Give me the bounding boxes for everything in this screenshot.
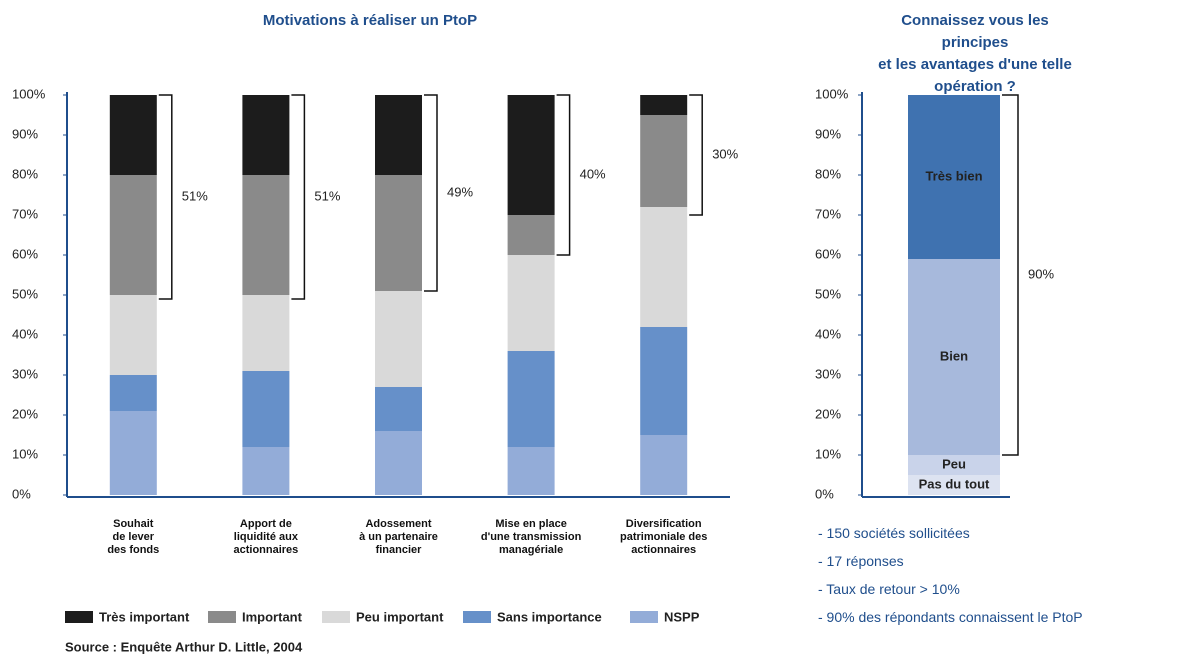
bar-segment: [375, 387, 422, 431]
x-tick-label: Mise en place d'une transmission managér…: [480, 518, 582, 556]
legend-swatch: [322, 611, 350, 623]
bar-segment: [109, 411, 157, 495]
bar-segment: [242, 95, 290, 175]
segment-label: Peu: [942, 456, 966, 471]
y-tick-label: 80%: [12, 166, 38, 181]
legend-label: Important: [242, 609, 303, 624]
bar-segment: [242, 371, 290, 447]
bar-segment: [640, 207, 688, 327]
y-tick-label: 30%: [12, 366, 38, 381]
note: - 17 réponses: [818, 553, 904, 569]
y-tick-label: 60%: [12, 246, 38, 261]
y-tick-label: 10%: [12, 446, 38, 461]
y-tick-label: 20%: [815, 406, 841, 421]
source: Source : Enquête Arthur D. Little, 2004: [65, 639, 303, 654]
note: - Taux de retour > 10%: [818, 581, 960, 597]
y-tick-label: 60%: [815, 246, 841, 261]
y-tick-label: 70%: [12, 206, 38, 221]
bar-segment: [375, 175, 422, 291]
bar-segment: [640, 327, 688, 435]
y-tick-label: 50%: [12, 286, 38, 301]
chart-title: Motivations à réaliser un PtoP: [262, 12, 478, 29]
bracket-label: 90%: [1028, 266, 1054, 281]
bar-segment: [109, 95, 157, 175]
bar-segment: [507, 95, 555, 215]
bar-segment: [109, 175, 157, 295]
y-tick-label: 90%: [12, 126, 38, 141]
legend-label: NSPP: [664, 609, 700, 624]
legend-swatch: [630, 611, 658, 623]
legend-label: Peu important: [356, 609, 444, 624]
note: - 90% des répondants connaissent le PtoP: [818, 609, 1083, 625]
bar-segment: [109, 375, 157, 411]
y-tick-label: 100%: [12, 86, 46, 101]
bar-segment: [640, 435, 688, 495]
bar-segment: [375, 95, 422, 175]
y-tick-label: 10%: [815, 446, 841, 461]
bar-segment: [375, 431, 422, 495]
y-tick-label: 40%: [815, 326, 841, 341]
bracket: [556, 94, 571, 256]
bar-segment: [507, 215, 555, 255]
bar-segment: [908, 95, 1000, 259]
y-tick-label: 0%: [815, 486, 834, 501]
bracket: [689, 94, 703, 216]
x-tick-label: Diversification patrimoniale des actionn…: [619, 518, 708, 556]
bracket: [424, 94, 438, 292]
legend-label: Très important: [99, 609, 190, 624]
bar-segment: [908, 455, 1000, 475]
bar-segment: [242, 447, 290, 495]
note: - 150 sociétés sollicitées: [818, 525, 970, 541]
y-tick-label: 70%: [815, 206, 841, 221]
bar-segment: [507, 255, 555, 351]
bar-segment: [908, 259, 1000, 455]
segment-label: Bien: [940, 348, 968, 363]
chart-title: Connaissez vous les principes et les ava…: [878, 12, 1072, 95]
x-tick-label: Apport de liquidité aux actionnaires: [233, 518, 299, 556]
bracket-label: 51%: [182, 188, 208, 203]
bracket-label: 49%: [447, 184, 473, 199]
bar-segment: [640, 95, 688, 115]
bracket-label: 40%: [580, 166, 606, 181]
legend-swatch: [208, 611, 236, 623]
bracket: [1002, 94, 1019, 456]
y-tick-label: 100%: [815, 86, 849, 101]
bar-segment: [908, 475, 1000, 495]
bar-segment: [640, 115, 688, 207]
bracket-label: 30%: [712, 146, 738, 161]
legend-label: Sans importance: [497, 609, 602, 624]
bracket: [158, 94, 173, 300]
bracket-label: 51%: [314, 188, 340, 203]
legend-swatch: [65, 611, 93, 623]
x-tick-label: Adossement à un partenaire financier: [359, 518, 438, 556]
x-tick-label: Souhait de lever des fonds: [107, 518, 160, 556]
y-tick-label: 80%: [815, 166, 841, 181]
bar-segment: [242, 295, 290, 371]
bar-segment: [507, 447, 555, 495]
bracket: [291, 94, 306, 300]
bar-segment: [109, 295, 157, 375]
segment-label: Très bien: [925, 168, 982, 183]
legend-swatch: [463, 611, 491, 623]
segment-label: Pas du tout: [919, 476, 990, 491]
bar-segment: [242, 175, 290, 295]
y-tick-label: 90%: [815, 126, 841, 141]
y-tick-label: 20%: [12, 406, 38, 421]
y-tick-label: 0%: [12, 486, 31, 501]
y-tick-label: 40%: [12, 326, 38, 341]
y-tick-label: 50%: [815, 286, 841, 301]
y-tick-label: 30%: [815, 366, 841, 381]
bar-segment: [507, 351, 555, 447]
bar-segment: [375, 291, 422, 387]
